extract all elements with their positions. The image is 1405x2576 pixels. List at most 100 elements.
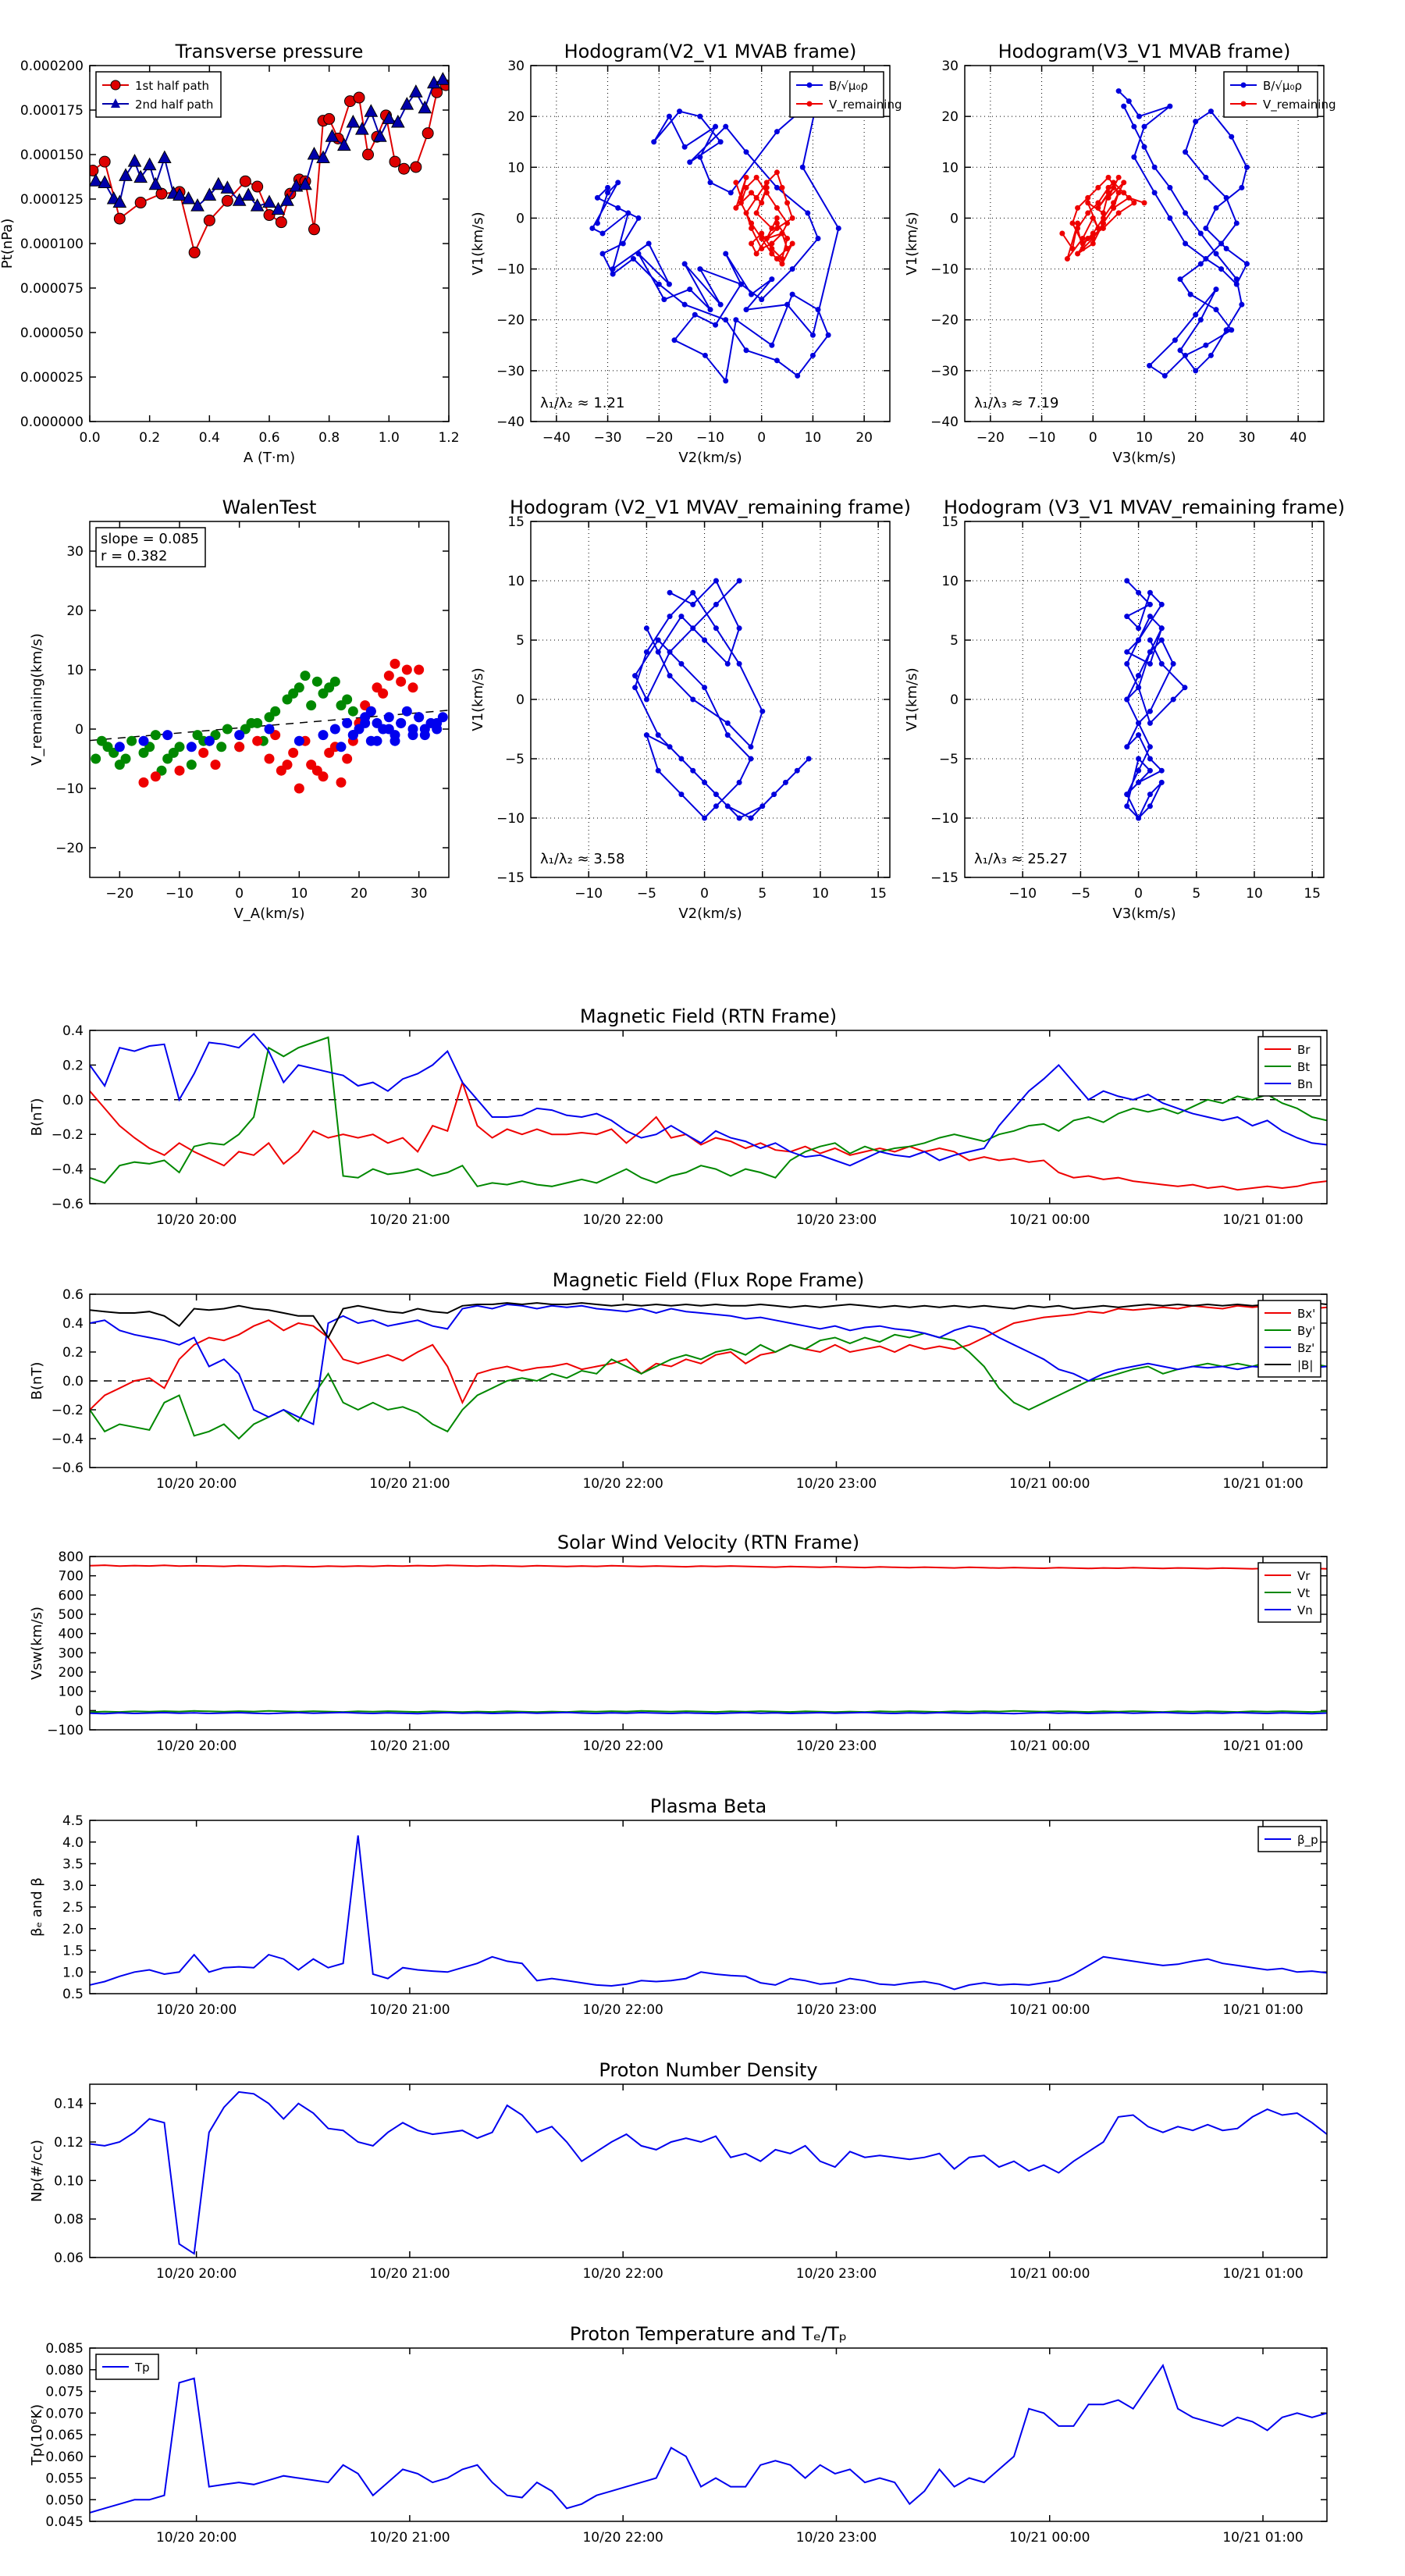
data-point <box>239 175 251 187</box>
y-tick-label: 0.000000 <box>20 415 84 430</box>
x-tick-label: −20 <box>645 430 673 446</box>
data-point <box>389 155 401 168</box>
data-point <box>316 150 330 164</box>
y-tick-label: 0.5 <box>62 1987 84 2002</box>
data-point <box>738 281 744 287</box>
plot-frame <box>89 2083 1328 2258</box>
data-point <box>749 225 755 231</box>
series-bt-line <box>90 1036 1327 1187</box>
data-point <box>275 216 287 229</box>
data-point <box>749 240 755 247</box>
data-point <box>1111 184 1117 190</box>
data-point <box>300 671 311 681</box>
y-axis-label: B(nT) <box>29 1098 45 1137</box>
series-b--line <box>591 94 840 383</box>
data-point <box>806 756 812 762</box>
data-point <box>1095 200 1101 206</box>
data-point <box>188 246 201 258</box>
x-axis-label: V2(km/s) <box>678 906 742 922</box>
data-point <box>210 760 221 770</box>
legend-label: 1st half path <box>135 79 209 93</box>
x-tick-label: −10 <box>1028 430 1056 446</box>
x-tick-label: 10/20 21:00 <box>369 2266 450 2282</box>
data-point <box>713 625 719 632</box>
data-point <box>1147 756 1153 762</box>
x-tick-label: 30 <box>411 886 428 902</box>
data-point <box>98 175 112 188</box>
y-tick-label: −40 <box>496 415 525 430</box>
data-point <box>655 637 661 643</box>
annotation-text: r = 0.382 <box>101 548 167 564</box>
data-point <box>646 240 652 247</box>
data-point <box>155 187 168 200</box>
data-point <box>1158 660 1165 667</box>
data-point <box>1124 744 1130 750</box>
data-point <box>594 194 600 201</box>
data-point <box>1136 732 1142 738</box>
plot-frame <box>89 1820 1328 1994</box>
data-point <box>337 137 351 151</box>
data-point <box>1090 240 1096 247</box>
data-point <box>1158 779 1165 785</box>
data-point <box>112 194 127 208</box>
data-point <box>655 649 661 655</box>
data-point <box>353 91 365 104</box>
data-point <box>1233 281 1240 287</box>
data-point <box>1208 109 1214 115</box>
x-tick-label: 10 <box>1246 886 1263 902</box>
y-tick-label: 0.000175 <box>20 103 84 119</box>
data-point <box>702 637 708 643</box>
data-point <box>749 220 755 226</box>
data-point <box>671 337 678 343</box>
legend-label: Bt <box>1297 1060 1310 1074</box>
data-point <box>630 256 636 262</box>
data-point <box>1158 767 1165 774</box>
data-point <box>1213 307 1219 313</box>
data-point <box>723 123 729 130</box>
data-point <box>1075 205 1081 211</box>
data-point <box>252 717 263 728</box>
data-point <box>325 129 340 142</box>
legend-marker <box>806 101 813 107</box>
data-point <box>1208 352 1214 358</box>
data-point <box>723 378 729 384</box>
data-point <box>181 190 196 205</box>
data-point <box>192 730 203 741</box>
data-point <box>1218 266 1225 272</box>
x-axis-label: V_A(km/s) <box>233 906 304 922</box>
x-axis-label: V3(km/s) <box>1112 450 1176 466</box>
y-tick-label: 15 <box>941 514 959 530</box>
x-tick-label: 10/20 23:00 <box>796 2530 877 2546</box>
plot-frame <box>89 2347 1328 2522</box>
x-tick-label: 10/20 20:00 <box>156 2002 237 2018</box>
data-point <box>1121 180 1127 186</box>
data-point <box>697 113 703 119</box>
x-tick-label: −20 <box>976 430 1005 446</box>
data-point <box>389 658 400 669</box>
data-point <box>724 720 731 726</box>
data-point <box>91 753 101 764</box>
data-point <box>1136 625 1142 632</box>
data-point <box>1167 103 1173 109</box>
data-point <box>763 184 770 190</box>
data-point <box>835 225 841 231</box>
data-point <box>262 194 276 208</box>
y-tick-label: −20 <box>55 841 84 856</box>
x-tick-label: 10 <box>812 886 829 902</box>
y-tick-label: −10 <box>496 811 525 827</box>
data-point <box>667 673 673 679</box>
data-point <box>383 712 394 723</box>
y-tick-label: 10 <box>507 574 525 589</box>
y-tick-label: 0.075 <box>45 2385 84 2400</box>
data-point <box>1131 123 1137 130</box>
y-tick-label: 100 <box>59 1685 84 1700</box>
chart-solar_wind_velocity: Solar Wind Velocity (RTN Frame) 10/20 20:… <box>29 1532 1328 1754</box>
x-tick-label: −5 <box>637 886 656 902</box>
y-axis-label: V1(km/s) <box>470 667 486 731</box>
data-point <box>605 190 611 196</box>
chart-hodogram_v3_v1_mvab: Hodogram(V3_V1 MVAB frame) −20 −10 0 10 20 30 4… <box>904 41 1336 466</box>
chart-title: Plasma Beta <box>650 1795 767 1817</box>
x-tick-label: 0.2 <box>139 430 160 446</box>
data-point <box>1147 767 1153 774</box>
x-tick-label: 5 <box>1192 886 1200 902</box>
